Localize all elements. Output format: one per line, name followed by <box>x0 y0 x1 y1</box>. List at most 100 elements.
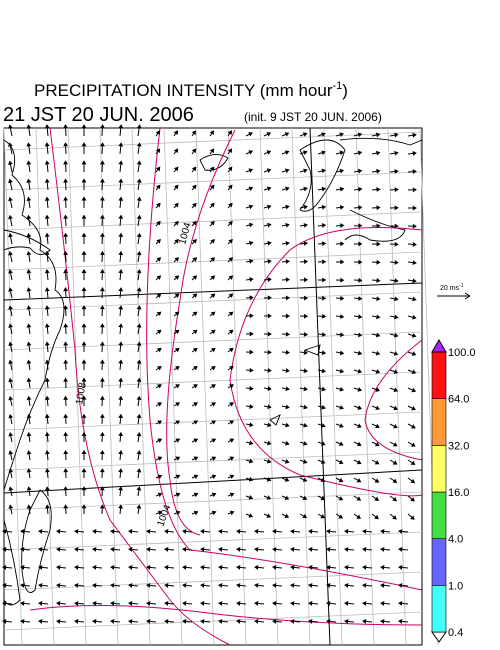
wind-arrow-head <box>249 313 254 319</box>
wind-arrow-head <box>174 293 180 298</box>
wind-arrow-head <box>118 268 124 274</box>
wind-arrow-head <box>44 341 50 346</box>
wind-arrow-head <box>56 564 61 570</box>
wind-arrow-head <box>392 515 397 520</box>
wind-arrow-head <box>210 257 216 262</box>
grid-line <box>3 531 423 551</box>
wind-arrow-head <box>192 275 198 280</box>
wind-arrow-head <box>92 564 97 570</box>
wind-arrow-head <box>308 582 313 588</box>
wind-arrow-head <box>218 528 223 534</box>
wind-arrow-head <box>285 277 290 283</box>
wind-arrow-head <box>284 477 290 482</box>
wind-arrow-head <box>374 496 380 501</box>
wind-arrow-head <box>8 395 14 401</box>
wind-arrow-head <box>81 287 87 292</box>
wind-arrow-head <box>284 495 290 500</box>
wind-arrow-head <box>227 148 233 154</box>
grid-line <box>259 127 279 646</box>
wind-arrow-head <box>63 395 69 400</box>
wind-arrow-head <box>38 582 43 588</box>
wind-arrow-head <box>63 486 69 491</box>
wind-arrow-head <box>44 468 50 473</box>
wind-arrow-head <box>248 458 254 464</box>
grid-line <box>3 127 23 646</box>
wind-arrow-head <box>321 132 326 137</box>
wind-arrow-head <box>99 468 105 473</box>
wind-arrow-head <box>175 438 181 443</box>
wind-arrow-head <box>229 420 235 425</box>
wind-arrow-head <box>63 178 69 183</box>
wind-arrow-head <box>248 132 253 137</box>
wind-arrow-head <box>174 347 180 353</box>
wind-arrow-head <box>193 474 199 479</box>
wind-arrow-head <box>110 600 115 606</box>
wind-arrow-head <box>375 332 381 338</box>
wind-arrow-head <box>81 431 87 436</box>
wind-vectors <box>2 124 417 624</box>
lon-line <box>309 127 331 646</box>
wind-arrow-head <box>81 486 87 491</box>
wind-arrow-head <box>175 402 180 407</box>
wind-arrow-head <box>272 618 277 624</box>
wind-arrow-head <box>339 423 344 428</box>
wind-arrow-head <box>200 600 205 606</box>
lat-line <box>3 282 423 301</box>
wind-arrow-head <box>128 564 133 570</box>
wind-arrow-head <box>118 232 124 238</box>
wind-arrow-head <box>118 468 124 473</box>
wind-arrow-head <box>380 582 385 588</box>
wind-arrow-head <box>174 220 179 226</box>
wind-arrow-head <box>357 332 363 338</box>
colorbar-label: 0.4 <box>448 627 463 639</box>
init-time: (init. 9 JST 20 JUN. 2006) <box>244 110 382 124</box>
wind-arrow-head <box>136 142 142 147</box>
colorbar-label: 100.0 <box>448 347 476 359</box>
wind-arrow-head <box>174 275 180 280</box>
grid-line <box>3 331 423 351</box>
wind-arrow-head <box>266 458 272 464</box>
wind-arrow-head <box>200 564 205 570</box>
wind-arrow-head <box>8 450 14 455</box>
wind-arrow-head <box>344 564 349 570</box>
wind-arrow-head <box>218 600 223 606</box>
island <box>199 154 229 171</box>
wind-arrow-head <box>394 187 399 193</box>
wind-arrow-head <box>118 178 124 183</box>
wind-arrow-head <box>26 377 32 383</box>
wind-arrow-head <box>285 222 290 228</box>
wind-arrow-head <box>56 528 61 534</box>
colorbar-segment <box>431 398 447 446</box>
wind-arrow-head <box>74 618 79 624</box>
wind-arrow-head <box>248 513 254 518</box>
wind-arrow-head <box>339 168 345 174</box>
grid-line <box>3 491 423 511</box>
wind-arrow-head <box>63 142 69 147</box>
wind-arrow-head <box>229 456 235 461</box>
wind-arrow-head <box>394 260 399 265</box>
wind-arrow-head <box>285 422 290 428</box>
wind-arrow-head <box>92 582 97 588</box>
wind-arrow-head <box>272 528 277 534</box>
wind-arrow-head <box>175 474 181 479</box>
wind-arrow-head <box>267 440 272 446</box>
wind-arrow-head <box>248 168 254 173</box>
wind-arrow-head <box>236 582 241 588</box>
wind-arrow-head <box>192 239 197 244</box>
wind-arrow-head <box>290 528 295 534</box>
wind-arrow-head <box>128 546 133 552</box>
wind-arrow-head <box>44 232 50 238</box>
wind-arrow-head <box>99 160 105 165</box>
wind-arrow-head <box>136 232 142 238</box>
wind-arrow-head <box>118 323 124 328</box>
wind-arrow-head <box>267 295 272 301</box>
wind-arrow-head <box>200 528 205 534</box>
wind-arrow-head <box>118 431 124 437</box>
wind-arrow-head <box>321 332 327 337</box>
wind-arrow-head <box>249 422 254 428</box>
wind-arrow-head <box>156 329 162 335</box>
wind-arrow-head <box>248 150 254 155</box>
wind-arrow-head <box>63 250 69 255</box>
wind-arrow-head <box>44 486 50 491</box>
wind-arrow-head <box>375 132 381 138</box>
